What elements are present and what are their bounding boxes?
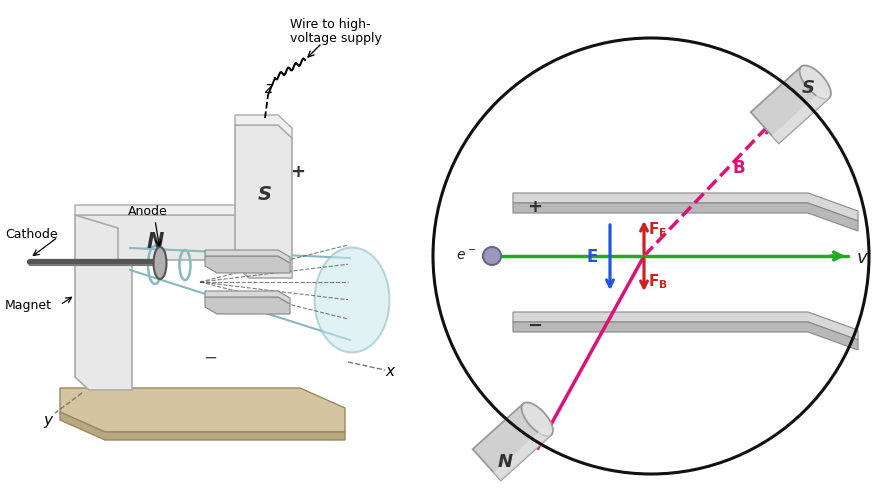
Text: −: −: [203, 349, 217, 367]
Polygon shape: [205, 291, 290, 304]
Polygon shape: [205, 297, 290, 314]
Text: S: S: [258, 185, 272, 204]
Text: z: z: [264, 81, 272, 96]
Polygon shape: [513, 322, 858, 350]
Text: $v$: $v$: [856, 249, 869, 267]
Polygon shape: [205, 250, 290, 263]
Polygon shape: [493, 427, 551, 480]
Polygon shape: [75, 205, 254, 228]
Polygon shape: [772, 90, 830, 143]
Circle shape: [483, 247, 501, 265]
Polygon shape: [205, 256, 290, 273]
Text: $\mathbf{F_B}$: $\mathbf{F_B}$: [648, 273, 668, 292]
Text: $\mathbf{B}$: $\mathbf{B}$: [732, 159, 746, 177]
Text: $\mathbf{E}$: $\mathbf{E}$: [586, 248, 598, 266]
Text: $e^-$: $e^-$: [456, 249, 476, 263]
Text: Wire to high-: Wire to high-: [290, 18, 370, 31]
Polygon shape: [235, 125, 292, 278]
Text: Cathode: Cathode: [5, 228, 58, 241]
Polygon shape: [60, 388, 345, 432]
Text: y: y: [44, 412, 52, 427]
Text: N: N: [146, 232, 164, 252]
Text: +: +: [290, 163, 305, 181]
Polygon shape: [235, 115, 292, 138]
Polygon shape: [513, 193, 858, 221]
Ellipse shape: [522, 402, 553, 436]
Ellipse shape: [153, 247, 166, 279]
Polygon shape: [60, 412, 345, 440]
Polygon shape: [75, 215, 254, 260]
Text: x: x: [386, 365, 395, 379]
Text: Magnet: Magnet: [5, 299, 52, 312]
Text: N: N: [497, 453, 513, 471]
Circle shape: [433, 38, 869, 474]
Ellipse shape: [314, 247, 389, 353]
Polygon shape: [513, 203, 858, 231]
Text: +: +: [528, 198, 542, 216]
Text: $\mathbf{F_E}$: $\mathbf{F_E}$: [648, 220, 667, 239]
Polygon shape: [75, 215, 132, 390]
Text: Anode: Anode: [128, 205, 168, 218]
Polygon shape: [513, 312, 858, 340]
Polygon shape: [473, 404, 551, 480]
Text: voltage supply: voltage supply: [290, 32, 382, 45]
Text: S: S: [802, 79, 815, 97]
Ellipse shape: [800, 66, 831, 99]
Text: −: −: [528, 317, 542, 335]
Polygon shape: [751, 67, 830, 143]
